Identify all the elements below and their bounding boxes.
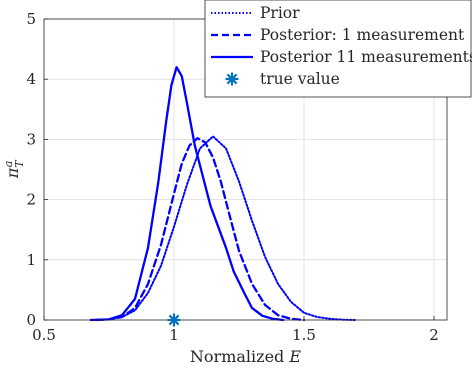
marker-layer <box>167 313 181 327</box>
series-layer <box>89 66 357 322</box>
series-line-0 <box>95 135 357 321</box>
y-tick-label: 4 <box>26 70 36 88</box>
x-tick-label: 1.5 <box>292 326 316 344</box>
x-tick-label: 0.5 <box>32 326 56 344</box>
x-axis-label-variable: E <box>288 347 301 366</box>
y-axis-label: πTa <box>2 159 26 180</box>
x-axis-label: Normalized E <box>190 347 301 366</box>
y-axis-label-subscript: T <box>13 159 26 168</box>
y-tick-label: 2 <box>26 191 36 209</box>
y-axis-label-superscript: a <box>2 161 15 168</box>
legend-label-0: Prior <box>260 4 300 22</box>
legend: Prior Posterior: 1 measurement Posterior 1… <box>204 0 472 98</box>
ticks: 0.5 1 1.5 2 0 1 2 3 4 5 <box>26 10 438 344</box>
legend-box <box>204 0 472 98</box>
series-line-2 <box>89 66 285 322</box>
series-line-1 <box>94 137 306 322</box>
x-tick-label: 2 <box>429 326 439 344</box>
legend-marker-3 <box>225 72 239 86</box>
legend-label-2: Posterior 11 measurements <box>260 48 472 66</box>
legend-label-3: true value <box>260 70 340 88</box>
x-tick-label: 1 <box>169 326 179 344</box>
legend-label-1: Posterior: 1 measurement <box>260 26 465 44</box>
y-tick-label: 1 <box>26 251 36 269</box>
x-axis-label-text: Normalized <box>190 347 289 366</box>
asterisk-stroke <box>168 314 180 326</box>
y-tick-label: 5 <box>26 10 36 28</box>
y-axis-label-symbol: π <box>3 167 22 179</box>
y-tick-label: 3 <box>26 130 36 148</box>
y-tick-label: 0 <box>26 311 36 329</box>
true-value-marker <box>167 313 181 327</box>
asterisk-stroke <box>226 73 238 85</box>
